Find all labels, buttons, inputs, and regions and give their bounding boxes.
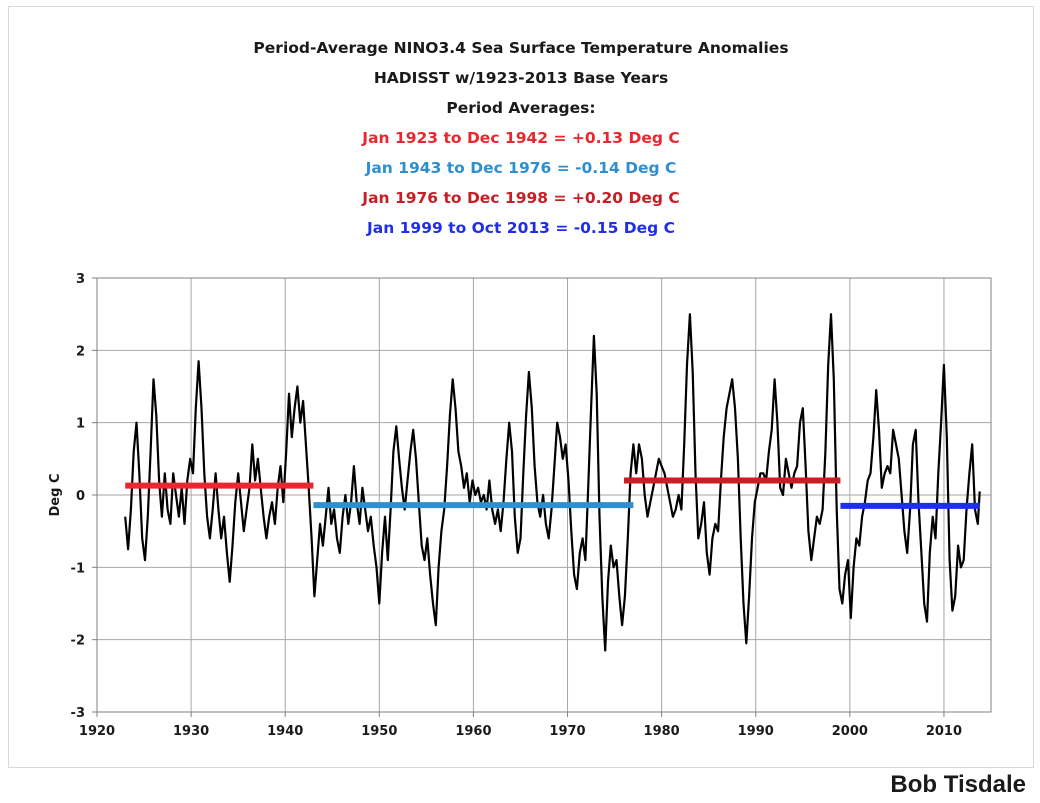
x-tick-label: 1990	[738, 724, 774, 739]
y-tick-label: 2	[76, 344, 85, 359]
chart-frame: Period-Average NINO3.4 Sea Surface Tempe…	[8, 6, 1034, 768]
period-average-group	[125, 477, 980, 509]
x-tick-label: 2000	[832, 724, 868, 739]
author-signature: Bob Tisdale	[890, 771, 1026, 798]
x-tick-label: 1940	[267, 724, 303, 739]
y-axis-label-group: Deg C	[48, 474, 63, 517]
title-line: Jan 1923 to Dec 1942 = +0.13 Deg C	[361, 129, 679, 147]
chart-svg: Period-Average NINO3.4 Sea Surface Tempe…	[48, 39, 992, 739]
y-tick-label: 0	[76, 489, 85, 504]
y-tick-label: -3	[71, 706, 85, 721]
y-tick-label: -1	[71, 561, 85, 576]
title-line: Jan 1943 to Dec 1976 = -0.14 Deg C	[365, 159, 677, 177]
anomaly-series-line	[124, 313, 981, 652]
x-tick-label: 1960	[455, 724, 491, 739]
title-line: Period Averages:	[446, 99, 595, 117]
y-tick-label: -2	[71, 634, 85, 649]
title-line: Period-Average NINO3.4 Sea Surface Tempe…	[253, 39, 788, 57]
x-tick-label: 1920	[79, 724, 115, 739]
x-tick-label: 2010	[926, 724, 962, 739]
tick-labels: 1920 1930 1940 1950 1960 1970 1980 1990 2000 2010…	[71, 272, 962, 739]
title-line: Jan 1999 to Oct 2013 = -0.15 Deg C	[366, 219, 675, 237]
title-line: HADISST w/1923-2013 Base Years	[374, 69, 668, 87]
chart-title-block: Period-Average NINO3.4 Sea Surface Tempe…	[253, 39, 788, 237]
y-tick-label: 1	[76, 417, 85, 432]
y-axis-label: Deg C	[48, 474, 63, 517]
y-tick-label: 3	[76, 272, 85, 287]
x-tick-label: 1980	[644, 724, 680, 739]
series-group	[124, 313, 981, 652]
x-tick-label: 1930	[173, 724, 209, 739]
title-line: Jan 1976 to Dec 1998 = +0.20 Deg C	[361, 189, 679, 207]
x-tick-label: 1970	[549, 724, 585, 739]
x-tick-label: 1950	[361, 724, 397, 739]
